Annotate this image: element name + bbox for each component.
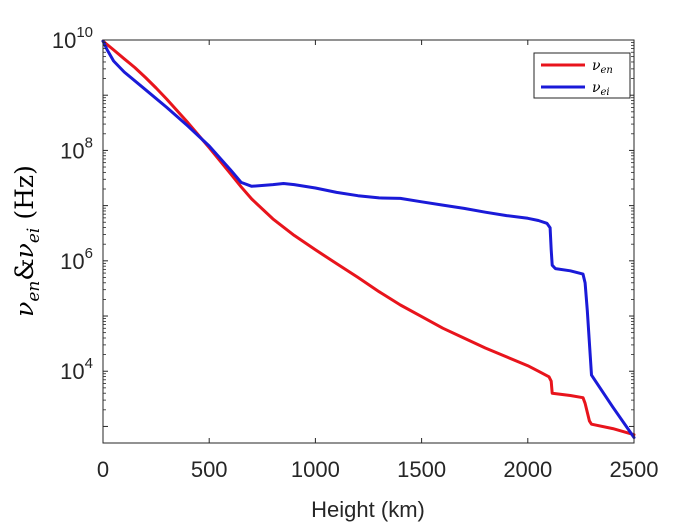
plot-area <box>103 40 634 443</box>
y-tick-label: 108 <box>60 134 93 163</box>
x-tick-label: 1000 <box>291 457 340 482</box>
ticks-layer: 0 500 1000 1500 2000 2500 104 106 108 1010 <box>52 24 659 482</box>
y-label-nu-1: ν <box>10 302 39 317</box>
x-tick-label: 0 <box>97 457 109 482</box>
y-label-amp: & <box>10 258 39 280</box>
y-tick-label: 1010 <box>52 24 93 53</box>
legend-box <box>533 52 631 99</box>
legend-nu-ei-sub: ei <box>601 87 610 98</box>
x-tick-label: 500 <box>191 457 228 482</box>
legend-nu-en-symbol: ν <box>592 58 601 74</box>
series-layer <box>101 39 636 439</box>
y-tick-label: 104 <box>60 355 93 384</box>
y-label-sub-ei: ei <box>24 228 44 244</box>
x-tick-label: 1500 <box>397 457 446 482</box>
y-label-sub-en: en <box>24 281 44 302</box>
legend-label-nu-en: νen <box>592 58 613 76</box>
y-label-nu-2: ν <box>10 243 39 258</box>
y-axis-label: νen&νei(Hz) <box>10 165 44 317</box>
x-axis-label: Height (km) <box>311 497 425 522</box>
series-line-nu_en <box>101 39 636 437</box>
y-label-unit: (Hz) <box>10 165 39 219</box>
axes-box <box>102 39 635 444</box>
legend: νen νei <box>533 52 631 99</box>
svg-text:νen&νei(Hz): νen&νei(Hz) <box>10 165 44 317</box>
legend-nu-ei-symbol: ν <box>592 80 601 96</box>
y-tick-label: 106 <box>60 245 93 274</box>
axes-background <box>103 40 634 443</box>
x-tick-label: 2000 <box>503 457 552 482</box>
series-line-nu_ei <box>101 39 636 439</box>
legend-label-nu-ei: νei <box>592 80 610 98</box>
legend-nu-en-sub: en <box>601 65 613 76</box>
x-tick-label: 2500 <box>610 457 659 482</box>
